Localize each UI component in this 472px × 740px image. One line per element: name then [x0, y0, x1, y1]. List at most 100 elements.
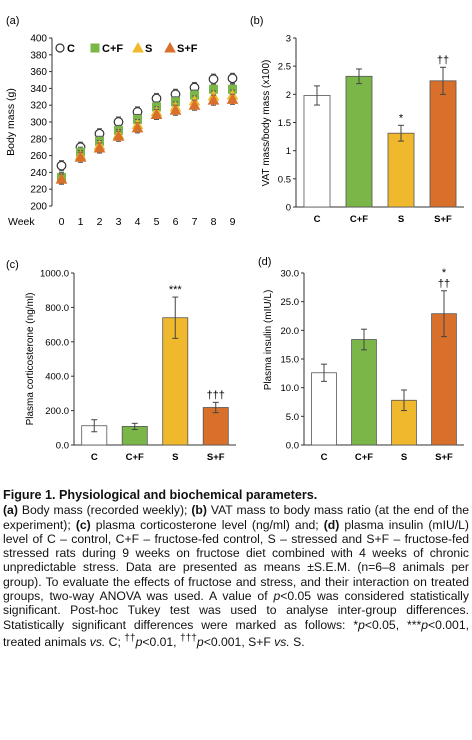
- panel-c-ylabel: Plasma corticosterone (ng/ml): [25, 293, 36, 426]
- panel-b-label: (b): [250, 15, 263, 27]
- panel-c-category-label: C+F: [126, 452, 144, 463]
- caption-sup1: ††: [124, 632, 136, 644]
- panel-a-series-0: [56, 72, 238, 172]
- panel-b-bar: [429, 80, 457, 208]
- panel-d-ytick-label: 10.0: [281, 383, 300, 394]
- figure-caption: Figure 1. Physiological and biochemical …: [3, 488, 469, 649]
- panel-a-ytick-label: 400: [30, 34, 47, 45]
- panel-b-ytick-label: 1.5: [278, 118, 291, 129]
- panel-d-category-label: C+F: [355, 452, 373, 463]
- legend-label-3: S+F: [177, 43, 198, 55]
- panel-d-ytick-label: 15.0: [281, 355, 300, 366]
- panel-a-axes: 200 220 240 260 280 300 320 340 360 380 400 0 1 2 3 4 5 6…: [30, 34, 235, 229]
- panel-a-point: [55, 173, 68, 184]
- panel-a-ytick-label: 340: [30, 84, 47, 95]
- panel-a-point: [169, 104, 182, 115]
- panel-c-significance-mark: ***: [169, 284, 183, 296]
- panel-a-point: [112, 130, 125, 141]
- panel-c-ytick-label: 600.0: [45, 337, 69, 348]
- panel-c-bar: [202, 407, 229, 446]
- panel-d-chart: 0.0 5.0 10.0 15.0 20.0 25.0 30.0 C C+F S S+F *††: [281, 267, 464, 463]
- panel-a-xtick-label: 7: [192, 216, 198, 228]
- caption-text-h: C;: [105, 635, 125, 650]
- caption-p2: p: [421, 617, 428, 632]
- panel-b-bar: [345, 75, 373, 208]
- panel-b-ytick-label: 0: [286, 203, 291, 214]
- panel-b-bar: [387, 132, 415, 208]
- panel-b-category-label: C: [314, 214, 321, 225]
- panel-d-ytick-label: 30.0: [281, 269, 300, 280]
- panel-a-point: [131, 121, 144, 133]
- caption-p-italic: p: [273, 589, 281, 604]
- caption-text-c: plasma corticosterone level (ng/ml) and;: [90, 517, 324, 532]
- legend-marker-c: [55, 43, 65, 53]
- panel-c-category-label: C: [91, 452, 98, 463]
- panel-a-ytick-label: 200: [30, 202, 47, 213]
- panel-b-ytick-label: 1: [286, 146, 291, 157]
- panel-b-category-label: S+F: [434, 214, 452, 225]
- panel-d-label: (d): [258, 256, 271, 268]
- panel-c-ytick-label: 1000.0: [40, 269, 69, 280]
- panel-a-body-mass: (a) Body mass (g) Week 20022024026028030…: [5, 15, 239, 229]
- panel-a-xtick-label: 8: [211, 216, 217, 228]
- caption-text-g: <0.001, treated animals: [3, 617, 469, 650]
- caption-text-f: <0.05, ***: [364, 617, 422, 632]
- panel-a-point: [188, 99, 201, 110]
- panel-b-ytick-label: 0.5: [278, 174, 291, 185]
- panel-a-point: [208, 74, 219, 85]
- caption-label-d: (d): [323, 517, 340, 532]
- figure-panels: (a) Body mass (g) Week 20022024026028030…: [5, 15, 464, 463]
- panel-d-ytick-label: 25.0: [281, 297, 300, 308]
- panel-b-ytick-label: 2.5: [278, 62, 291, 73]
- panel-d-category-label: S: [401, 452, 407, 463]
- panel-d-ytick-label: 0.0: [286, 441, 299, 452]
- legend-label-0: C: [67, 43, 75, 55]
- panel-a-ylabel: Body mass (g): [5, 88, 17, 156]
- caption-text-k: S.: [289, 635, 305, 650]
- caption-title: Figure 1. Physiological and biochemical …: [3, 488, 318, 502]
- panel-a-xtick-label: 5: [154, 216, 160, 228]
- panel-a-xtick-label: 4: [135, 216, 141, 228]
- caption-p1: p: [358, 617, 365, 632]
- caption-text-e: <0.05 was considered statistically signi…: [3, 589, 469, 632]
- panel-a-legend: C C+F S S+F: [55, 41, 198, 55]
- legend-label-1: C+F: [102, 43, 123, 55]
- panel-d-category-label: S+F: [435, 452, 453, 463]
- panel-a-ytick-label: 240: [30, 168, 47, 179]
- panel-d-significance-mark: ††: [438, 278, 450, 290]
- panel-c-ytick-label: 0.0: [56, 441, 69, 452]
- panel-a-xtick-label: 2: [97, 216, 103, 228]
- panel-a-xtick-label: 0: [59, 216, 65, 228]
- caption-label-a: (a): [3, 503, 18, 518]
- panel-c-bar: [162, 317, 189, 446]
- panel-d-insulin: (d) Plasma insulin (mIU/L) 0.0 5.0 10.0 15.…: [258, 256, 464, 463]
- caption-text-j: <0.001, S+F: [203, 635, 275, 650]
- caption-text-a: Body mass (recorded weekly);: [17, 503, 192, 518]
- panel-c-category-label: S+F: [207, 452, 225, 463]
- panel-a-xtick-label: 1: [78, 216, 84, 228]
- panel-a-label: (a): [6, 15, 19, 27]
- panel-d-bar: [311, 372, 337, 446]
- panel-d-ylabel: Plasma insulin (mIU/L): [263, 290, 274, 391]
- panel-a-point: [207, 94, 220, 105]
- panel-c-ytick-label: 200.0: [45, 406, 69, 417]
- caption-vs1: vs.: [89, 635, 106, 650]
- panel-a-ytick-label: 260: [30, 151, 47, 162]
- panel-b-chart: 0 0.5 1 1.5 2 2.5 3 C C+F S * S+F ††: [278, 34, 464, 225]
- caption-vs2: vs.: [274, 635, 290, 650]
- panel-b-category-label: C+F: [350, 214, 368, 225]
- panel-b-significance-mark: ††: [437, 54, 449, 66]
- caption-sup2: †††: [179, 632, 197, 644]
- panel-a-point: [227, 73, 238, 84]
- panel-a-point: [56, 160, 67, 171]
- panel-c-significance-mark: †††: [207, 389, 225, 401]
- panel-b-category-label: S: [398, 214, 404, 225]
- panel-a-xtick-label: 9: [230, 216, 236, 228]
- caption-text-b: VAT mass to body mass ratio (at the end …: [3, 503, 470, 532]
- panel-c-ytick-label: 800.0: [45, 303, 69, 314]
- panel-b-vat-ratio: (b) VAT mass/body mass (x100) 0 0.5 1 1.5 2 2…: [250, 15, 464, 225]
- panel-a-series-3: [55, 93, 239, 185]
- caption-text-d: plasma insulin (mIU/L) level of C – cont…: [3, 517, 469, 604]
- panel-d-category-label: C: [321, 452, 328, 463]
- caption-text-i: <0.01,: [142, 635, 180, 650]
